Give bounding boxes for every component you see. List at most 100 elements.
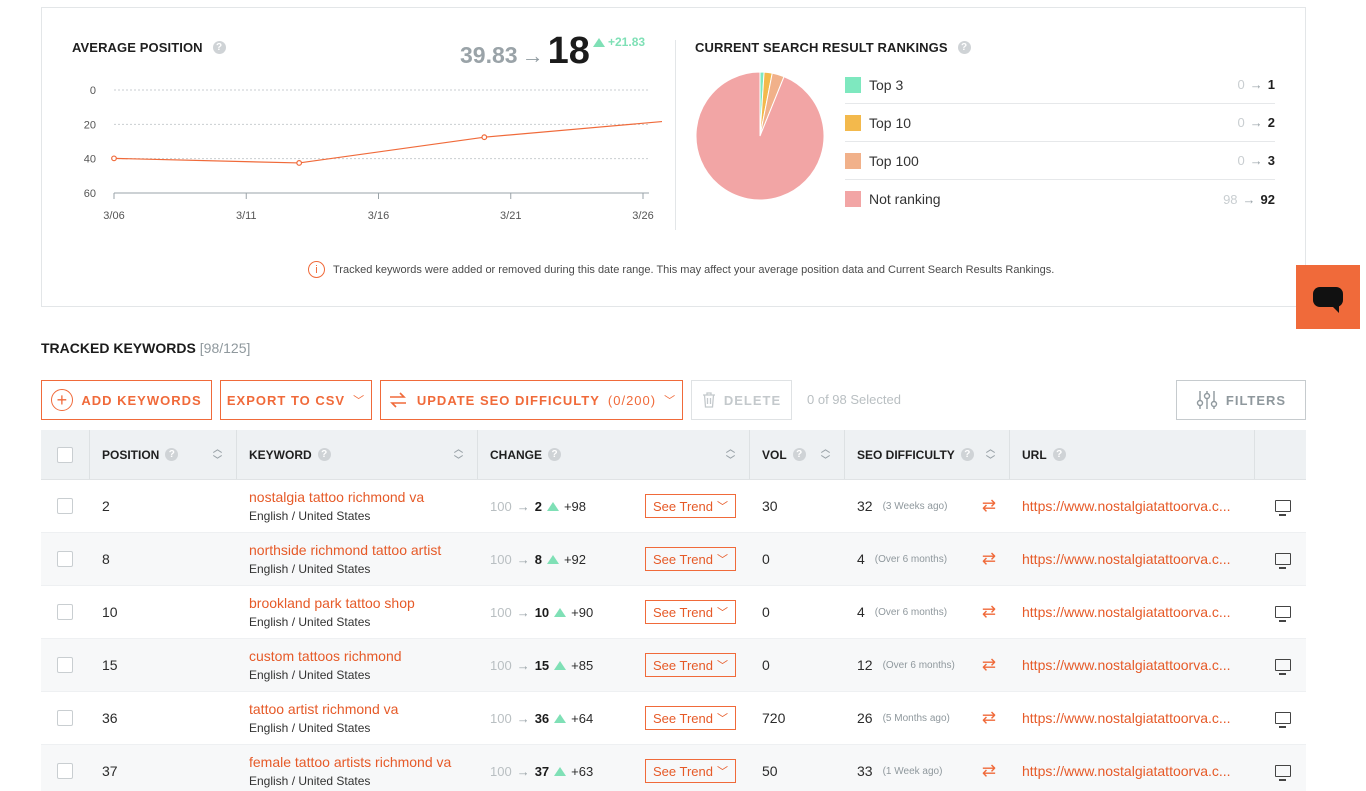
help-icon[interactable]: ? xyxy=(960,448,974,461)
up-arrow-icon xyxy=(546,501,559,511)
add-keywords-label: ADD KEYWORDS xyxy=(81,392,202,408)
sort-icon[interactable]: ︿ ﹀ xyxy=(820,444,830,465)
table-row: 15 custom tattoos richmond English / Unite… xyxy=(41,639,1306,692)
desktop-icon xyxy=(1275,606,1291,622)
header-seo-difficulty[interactable]: SEO DIFFICULTY ? ︿ ﹀ xyxy=(845,430,1010,479)
change-to: 36 xyxy=(534,710,550,726)
header-position[interactable]: POSITION ? ︿ ﹀ xyxy=(90,430,237,479)
filters-button[interactable]: FILTERS xyxy=(1176,380,1306,420)
help-icon[interactable]: ? xyxy=(212,41,226,54)
table-row: 36 tattoo artist richmond va English / Uni… xyxy=(41,692,1306,745)
legend-values: 0 → 2 xyxy=(1238,115,1275,130)
header-vol[interactable]: VOL ? ︿ ﹀ xyxy=(750,430,845,479)
arrow-icon: → xyxy=(1249,153,1263,168)
url-link[interactable]: https://www.nostalgiatattoorva.c... xyxy=(1022,551,1231,567)
url-link[interactable]: https://www.nostalgiatattoorva.c... xyxy=(1022,657,1231,673)
row-checkbox[interactable] xyxy=(57,498,73,514)
refresh-icon[interactable]: ⇄ xyxy=(981,655,996,674)
chat-widget-button[interactable] xyxy=(1296,265,1360,329)
refresh-icon[interactable]: ⇄ xyxy=(981,496,996,515)
change-delta: +92 xyxy=(563,551,586,567)
refresh-icon[interactable]: ⇄ xyxy=(981,602,996,621)
export-csv-button[interactable]: EXPORT TO CSV ﹀ xyxy=(220,380,372,420)
help-icon[interactable]: ? xyxy=(792,448,806,461)
keyword-link[interactable]: female tattoo artists richmond va xyxy=(249,754,452,770)
legend-from: 0 xyxy=(1237,115,1245,130)
position-cell: 15 xyxy=(102,657,118,673)
change-values: 100 → 36 +64 xyxy=(490,711,593,726)
y-tick-label: 20 xyxy=(84,119,96,131)
table-row: 2 nostalgia tattoo richmond va English / U… xyxy=(41,480,1306,533)
sort-icon[interactable]: ︿ ﹀ xyxy=(453,444,463,465)
help-icon[interactable]: ? xyxy=(165,448,179,461)
up-arrow-icon xyxy=(554,607,567,617)
keyword-link[interactable]: northside richmond tattoo artist xyxy=(249,542,442,558)
refresh-icon[interactable]: ⇄ xyxy=(981,708,996,727)
seo-value: 32 xyxy=(857,498,873,514)
row-checkbox[interactable] xyxy=(57,763,73,779)
header-keyword[interactable]: KEYWORD ? ︿ ﹀ xyxy=(237,430,478,479)
url-link[interactable]: https://www.nostalgiatattoorva.c... xyxy=(1022,604,1231,620)
keyword-link[interactable]: brookland park tattoo shop xyxy=(249,595,415,611)
change-from: 100 xyxy=(490,551,512,567)
update-seo-difficulty-button[interactable]: UPDATE SEO DIFFICULTY (0/200) ﹀ xyxy=(380,380,683,420)
see-trend-button[interactable]: See Trend ﹀ xyxy=(645,494,736,518)
select-all-checkbox[interactable] xyxy=(57,446,73,463)
keyword-link[interactable]: custom tattoos richmond xyxy=(249,648,402,664)
add-keywords-button[interactable]: + ADD KEYWORDS xyxy=(41,380,212,420)
row-checkbox[interactable] xyxy=(57,604,73,620)
keyword-link[interactable]: tattoo artist richmond va xyxy=(249,701,399,717)
data-point[interactable] xyxy=(481,134,488,141)
sort-icon[interactable]: ︿ ﹀ xyxy=(212,444,222,465)
help-icon[interactable]: ? xyxy=(957,41,971,54)
row-checkbox[interactable] xyxy=(57,551,73,567)
keyword-link[interactable]: nostalgia tattoo richmond va xyxy=(249,489,425,505)
see-trend-button[interactable]: See Trend ﹀ xyxy=(645,653,736,677)
help-icon[interactable]: ? xyxy=(548,448,562,461)
info-icon: i xyxy=(308,261,325,278)
refresh-icon[interactable]: ⇄ xyxy=(981,549,996,568)
see-trend-button[interactable]: See Trend ﹀ xyxy=(645,759,736,783)
vol-cell: 30 xyxy=(762,498,778,514)
url-link[interactable]: https://www.nostalgiatattoorva.c... xyxy=(1022,498,1231,514)
pie-slice[interactable] xyxy=(695,71,825,201)
seo-value: 26 xyxy=(857,710,873,726)
see-trend-button[interactable]: See Trend ﹀ xyxy=(645,706,736,730)
keyword-wrap: brookland park tattoo shop English / Unit… xyxy=(249,595,415,629)
data-point[interactable] xyxy=(111,155,117,162)
legend-swatch xyxy=(845,152,861,169)
url-cell: https://www.nostalgiatattoorva.c... xyxy=(1010,533,1255,585)
help-icon[interactable]: ? xyxy=(317,448,331,461)
export-csv-label: EXPORT TO CSV xyxy=(226,392,346,408)
vol-cell: 0 xyxy=(762,551,770,567)
see-trend-button[interactable]: See Trend ﹀ xyxy=(645,600,736,624)
see-trend-button[interactable]: See Trend ﹀ xyxy=(645,547,736,571)
row-select xyxy=(41,745,90,791)
keyword-wrap: custom tattoos richmond English / United … xyxy=(249,648,402,682)
x-tick-label: 3/16 xyxy=(368,210,389,222)
data-point[interactable] xyxy=(296,160,303,166)
table-header: POSITION ? ︿ ﹀ KEYWORD ? ︿ ﹀ CHANGE ? ︿ ﹀ V… xyxy=(41,430,1306,480)
row-checkbox[interactable] xyxy=(57,710,73,726)
header-position-label: POSITION xyxy=(102,447,160,462)
change-from: 100 xyxy=(490,710,512,726)
header-change[interactable]: CHANGE ? ︿ ﹀ xyxy=(478,430,750,479)
url-link[interactable]: https://www.nostalgiatattoorva.c... xyxy=(1022,710,1231,726)
legend-to: 92 xyxy=(1260,191,1275,207)
refresh-icon[interactable]: ⇄ xyxy=(981,761,996,780)
change-delta: +98 xyxy=(563,498,586,514)
row-checkbox[interactable] xyxy=(57,657,73,673)
delete-button[interactable]: DELETE xyxy=(691,380,792,420)
legend-row-top10: Top 10 0 → 2 xyxy=(845,104,1275,142)
change-from: 100 xyxy=(490,498,512,514)
desktop-icon xyxy=(1275,712,1291,728)
avg-position-chart: 0 20 40 60 3/06 3/11 3/16 3/21 3/26 xyxy=(84,85,662,222)
table-body: 2 nostalgia tattoo richmond va English / U… xyxy=(41,480,1306,791)
seo-cell: 33 (1 Week ago) ⇄ xyxy=(845,745,1010,791)
help-icon[interactable]: ? xyxy=(1052,448,1066,461)
sort-icon[interactable]: ︿ ﹀ xyxy=(985,444,995,465)
change-values: 100 → 2 +98 xyxy=(490,499,586,514)
url-link[interactable]: https://www.nostalgiatattoorva.c... xyxy=(1022,763,1231,779)
row-select xyxy=(41,639,90,691)
sort-icon[interactable]: ︿ ﹀ xyxy=(725,444,735,465)
